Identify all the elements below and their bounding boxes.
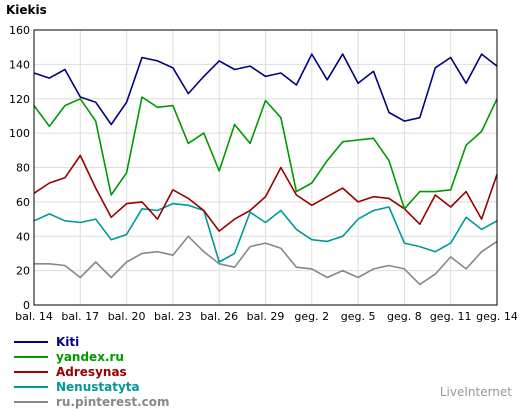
y-tick-label: 140 [9, 58, 30, 71]
legend-swatch [14, 385, 48, 388]
x-axis-ticks: bal. 14 bal. 17 bal. 20 bal. 23 bal. 26 bal. … [15, 310, 518, 323]
y-tick-label: 0 [23, 299, 30, 312]
x-tick-label: bal. 20 [108, 310, 146, 323]
legend-item: Kiti [14, 334, 170, 349]
series-line-nenustatyta [33, 202, 498, 263]
y-tick-label: 60 [16, 196, 30, 209]
plot-frame [33, 29, 498, 306]
y-tick-label: 80 [16, 162, 30, 175]
legend-swatch [14, 370, 48, 373]
x-tick-label: geg. 2 [294, 310, 329, 323]
legend-item: Adresynas [14, 364, 170, 379]
x-tick-label: bal. 14 [15, 310, 53, 323]
legend-label: Kiti [56, 334, 80, 349]
legend-item: yandex.ru [14, 349, 170, 364]
series-lines [33, 53, 498, 286]
y-tick-label: 120 [9, 93, 30, 106]
y-tick-label: 100 [9, 127, 30, 140]
x-tick-label: geg. 5 [341, 310, 376, 323]
legend-label: yandex.ru [56, 349, 124, 364]
y-axis-ticks: 0 20 40 60 80 100 120 140 160 [9, 24, 30, 312]
series-line-ru-pinterest-com [34, 235, 498, 286]
series-line-adresynas [33, 154, 498, 232]
x-tick-label: bal. 23 [154, 310, 192, 323]
x-tick-label: geg. 14 [476, 310, 518, 323]
y-tick-label: 40 [16, 230, 30, 243]
series-line-yandex-ru [33, 96, 498, 210]
y-tick-label: 20 [16, 265, 30, 278]
legend: Kiti yandex.ru Adresynas Nenustatyta ru.pint… [14, 334, 170, 409]
legend-label: ru.pinterest.com [56, 394, 170, 409]
legend-label: Adresynas [56, 364, 127, 379]
x-tick-label: bal. 29 [247, 310, 285, 323]
legend-swatch [14, 355, 48, 358]
legend-label: Nenustatyta [56, 379, 140, 394]
x-tick-label: bal. 17 [61, 310, 99, 323]
legend-item: ru.pinterest.com [14, 394, 170, 409]
series-line-kiti [33, 53, 498, 126]
legend-swatch [14, 340, 48, 343]
watermark: LiveInternet [439, 385, 512, 399]
legend-item: Nenustatyta [14, 379, 170, 394]
y-tick-label: 160 [9, 24, 30, 37]
legend-swatch [14, 400, 48, 403]
x-tick-label: geg. 8 [387, 310, 422, 323]
x-tick-label: geg. 11 [430, 310, 472, 323]
chart-title: Kiekis [6, 3, 47, 17]
x-tick-label: bal. 26 [200, 310, 238, 323]
